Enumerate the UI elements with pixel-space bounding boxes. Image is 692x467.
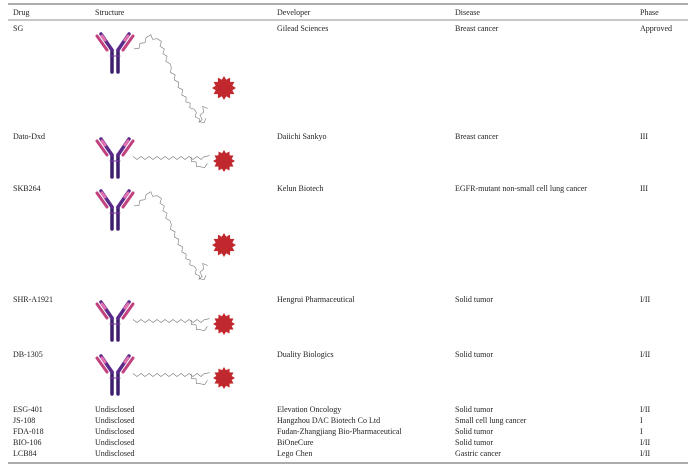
cell-phase: Approved — [640, 24, 672, 33]
antibody-part — [123, 302, 130, 310]
structure-drawing — [95, 137, 235, 179]
payload-star — [212, 76, 236, 100]
antibody-part — [123, 34, 130, 42]
antibody-part — [121, 302, 135, 320]
antibody-part — [123, 139, 130, 147]
cell-drug: ESG-401 — [13, 405, 43, 414]
cell-phase: I/II — [640, 449, 651, 458]
antibody-part — [100, 191, 107, 199]
header-cell: Phase — [640, 8, 659, 17]
antibody-part — [121, 191, 135, 209]
cell-developer: Hengrui Pharmaceutical — [277, 295, 355, 304]
payload-star — [213, 367, 235, 389]
antibody-part — [121, 34, 135, 52]
cell-disease: Solid tumor — [455, 295, 493, 304]
cell-disease: Solid tumor — [455, 350, 493, 359]
antibody-part — [100, 302, 107, 310]
cell-disease: Solid tumor — [455, 438, 493, 447]
cell-drug: SKB264 — [13, 184, 41, 193]
cell-structure: Undisclosed — [95, 405, 135, 414]
cell-disease: Solid tumor — [455, 427, 493, 436]
cell-developer: Hangzhou DAC Biotech Co Ltd — [277, 416, 380, 425]
linker-chain — [132, 372, 210, 377]
linker-chain — [133, 34, 207, 124]
structure-drawing — [95, 354, 235, 396]
cell-structure: Undisclosed — [95, 438, 135, 447]
linker-chain — [198, 263, 208, 280]
cell-phase: III — [640, 184, 648, 193]
linker-chain — [133, 191, 207, 281]
cell-developer: Gilead Sciences — [277, 24, 328, 33]
cell-structure: Undisclosed — [95, 427, 135, 436]
antibody-part — [100, 139, 107, 147]
cell-drug: LCB84 — [13, 449, 37, 458]
linker-chain — [190, 156, 208, 169]
cell-developer: Elevation Oncology — [277, 405, 341, 414]
linker-chain — [198, 106, 208, 123]
antibody-part — [121, 356, 135, 374]
header-cell: Drug — [13, 8, 29, 17]
cell-disease: Solid tumor — [455, 405, 493, 414]
cell-drug: FDA-018 — [13, 427, 44, 436]
antibody-part — [100, 356, 107, 364]
header-cell: Disease — [455, 8, 480, 17]
cell-structure: Undisclosed — [95, 449, 135, 458]
cell-phase: I/II — [640, 438, 651, 447]
cell-developer: Duality Biologics — [277, 350, 334, 359]
header-cell: Structure — [95, 8, 125, 17]
structure-drawing — [95, 189, 236, 281]
cell-developer: Kelun Biotech — [277, 184, 323, 193]
cell-drug: Dato-Dxd — [13, 132, 45, 141]
linker-chain — [132, 318, 210, 323]
payload-star — [213, 150, 235, 172]
cell-drug: SG — [13, 24, 23, 33]
cell-disease: Small cell lung cancer — [455, 416, 527, 425]
antibody-part — [121, 139, 135, 157]
antibody-part — [123, 356, 130, 364]
cell-developer: Daiichi Sankyo — [277, 132, 327, 141]
linker-chain — [132, 155, 210, 160]
antibody-part — [95, 34, 109, 52]
header-cell: Developer — [277, 8, 311, 17]
payload-star — [213, 313, 235, 335]
payload-star — [212, 233, 236, 257]
cell-phase: I/II — [640, 350, 651, 359]
cell-developer: Fudan-Zhangjiang Bio-Pharmaceutical — [277, 427, 402, 436]
antibody-part — [95, 139, 109, 157]
linker-chain — [190, 373, 208, 386]
cell-structure: Undisclosed — [95, 416, 135, 425]
antibody-part — [95, 356, 109, 374]
cell-developer: BiOneCure — [277, 438, 314, 447]
cell-phase: I — [640, 416, 643, 425]
cell-drug: BIO-106 — [13, 438, 41, 447]
cell-phase: I/II — [640, 405, 651, 414]
cell-drug: DB-1305 — [13, 350, 43, 359]
antibody-part — [123, 191, 130, 199]
cell-phase: I/II — [640, 295, 651, 304]
cell-disease: Gastric cancer — [455, 449, 501, 458]
cell-drug: SHR-A1921 — [13, 295, 53, 304]
cell-drug: JS-108 — [13, 416, 35, 425]
antibody-part — [95, 191, 109, 209]
cell-disease: Breast cancer — [455, 132, 499, 141]
structure-drawing — [95, 32, 236, 124]
antibody-part — [95, 302, 109, 320]
cell-phase: I — [640, 427, 643, 436]
antibody-part — [100, 34, 107, 42]
cell-developer: Lego Chen — [277, 449, 312, 458]
structure-drawing — [95, 300, 235, 342]
cell-phase: III — [640, 132, 648, 141]
cell-disease: Breast cancer — [455, 24, 499, 33]
linker-chain — [190, 319, 208, 332]
cell-disease: EGFR-mutant non-small cell lung cancer — [455, 184, 587, 193]
